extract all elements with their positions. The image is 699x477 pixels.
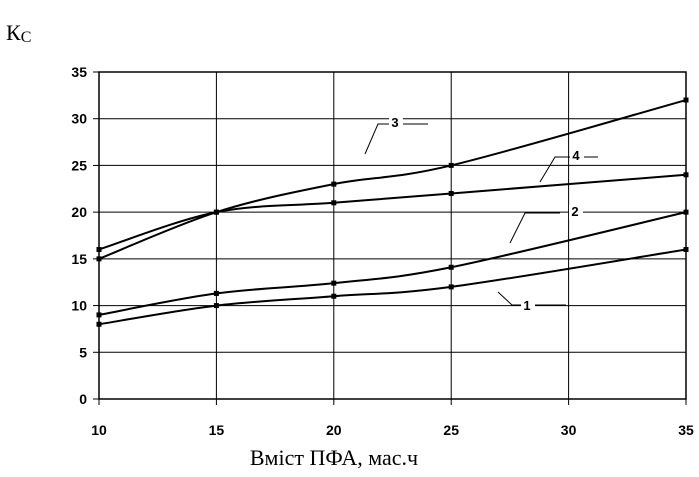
curve-label-4: 4	[539, 148, 598, 183]
x-tick-labels: 10 15 20 25 30 35	[91, 422, 694, 438]
data-point-marker	[96, 321, 102, 327]
y-tick-labels: 0 5 10 15 20 25 30 35	[71, 64, 87, 407]
y-tick-label: 0	[79, 391, 87, 407]
curve-label-3: 3	[364, 115, 428, 155]
label-background	[389, 116, 403, 130]
x-tick-label: 30	[561, 422, 577, 438]
series-1	[96, 247, 689, 327]
series-label: 4	[572, 148, 580, 163]
data-point-marker	[213, 303, 219, 309]
data-point-marker	[331, 181, 337, 187]
x-tick-label: 10	[91, 422, 107, 438]
data-point-marker	[96, 256, 102, 262]
x-tick-label: 15	[209, 422, 225, 438]
y-tick-label: 10	[71, 298, 87, 314]
data-point-marker	[683, 209, 689, 215]
leader-line	[509, 212, 560, 244]
label-background	[521, 299, 535, 313]
y-tick-label: 20	[71, 204, 87, 220]
data-point-marker	[96, 312, 102, 318]
curve-label-2: 2	[509, 204, 583, 244]
series-line	[98, 173, 687, 251]
series-2	[96, 209, 689, 318]
x-axis-title: Вміст ПФА, мас.ч	[250, 445, 418, 470]
data-point-marker	[213, 290, 219, 296]
series-line	[98, 99, 687, 260]
series-4	[96, 172, 689, 253]
label-background	[569, 205, 583, 219]
leader-line	[364, 123, 428, 155]
data-point-marker	[448, 190, 454, 196]
y-tick-label: 15	[71, 251, 87, 267]
series-line	[98, 248, 687, 326]
y-tick-label: 5	[79, 344, 87, 360]
x-tick-label: 35	[678, 422, 694, 438]
x-tick-label: 20	[326, 422, 342, 438]
label-background	[570, 149, 584, 163]
curve-labels: 1 2 3 4	[364, 115, 598, 313]
y-axis-label-subscript: С	[21, 29, 32, 46]
data-point-marker	[683, 97, 689, 103]
y-tick-label: 30	[71, 111, 87, 127]
data-point-marker	[331, 200, 337, 206]
series-label: 3	[391, 115, 398, 130]
data-point-marker	[331, 280, 337, 286]
data-point-marker	[331, 293, 337, 299]
leader-line	[497, 291, 566, 306]
axes	[93, 71, 687, 405]
data-point-marker	[448, 162, 454, 168]
series-label: 1	[523, 298, 530, 313]
data-point-marker	[683, 172, 689, 178]
data-point-marker	[213, 209, 219, 215]
data-point-marker	[448, 264, 454, 270]
series-label: 2	[571, 204, 578, 219]
plot-frame	[98, 71, 687, 400]
y-axis-label-main: К	[6, 20, 21, 45]
y-axis-label: КС	[6, 20, 31, 46]
data-point-marker	[448, 284, 454, 290]
x-tick-label: 25	[443, 422, 459, 438]
data-point-marker	[683, 247, 689, 253]
series-group	[96, 97, 689, 327]
y-tick-label: 35	[71, 64, 87, 80]
curve-label-1: 1	[497, 291, 566, 313]
data-point-marker	[96, 247, 102, 253]
y-tick-label: 25	[71, 157, 87, 173]
series-line	[98, 211, 687, 316]
